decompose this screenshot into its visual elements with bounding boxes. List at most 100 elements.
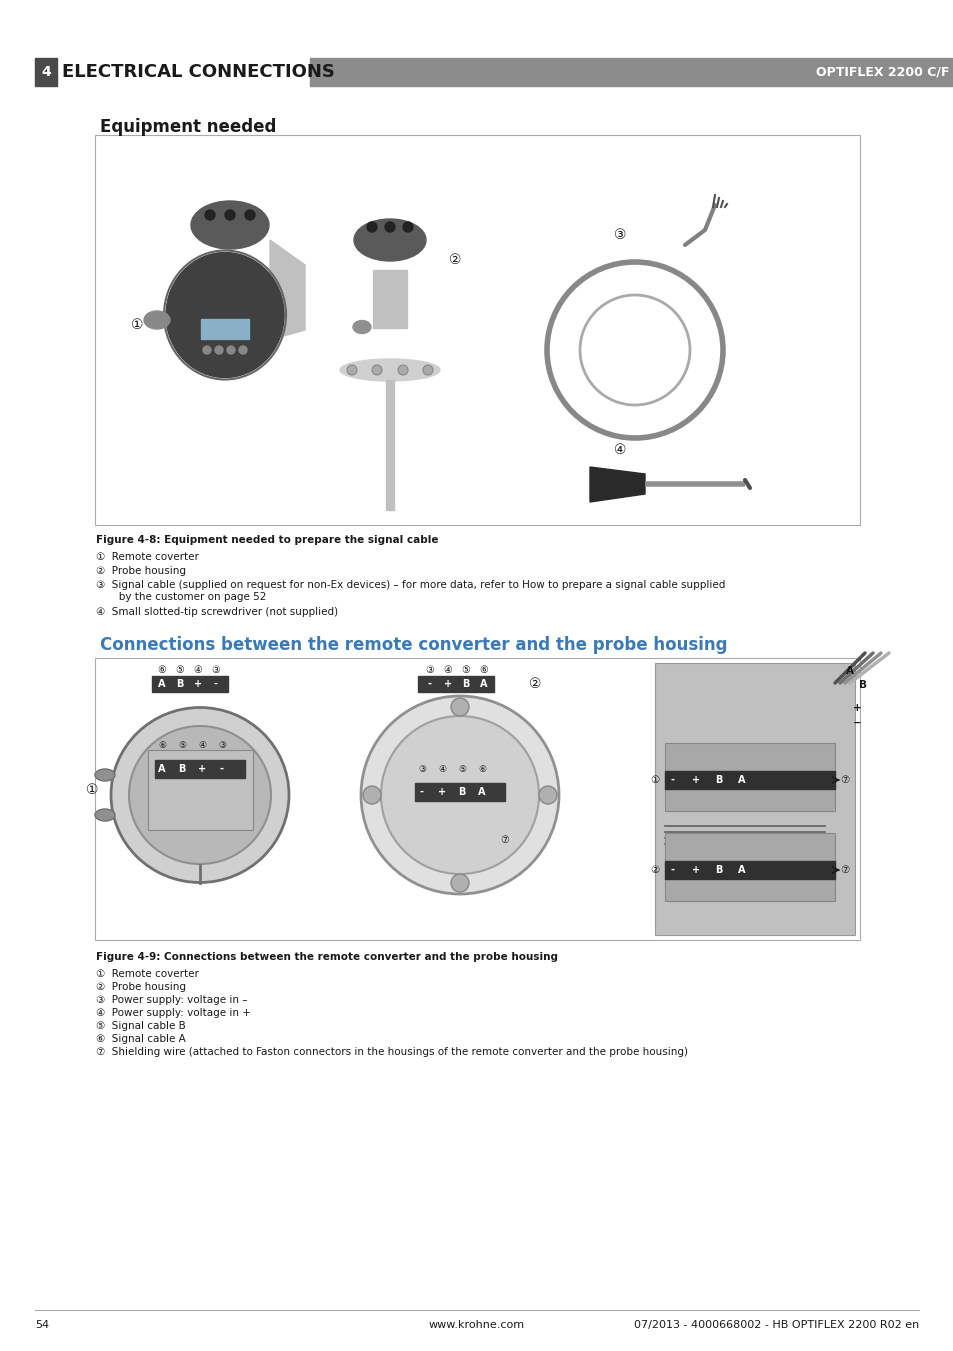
Text: ④: ④ [437,766,446,774]
Circle shape [367,222,376,232]
Text: ⑦  Shielding wire (attached to Faston connectors in the housings of the remote c: ⑦ Shielding wire (attached to Faston con… [96,1047,687,1056]
Ellipse shape [95,769,115,781]
Text: ③  Power supply: voltage in –: ③ Power supply: voltage in – [96,994,247,1005]
Ellipse shape [95,809,115,821]
Text: ④  Power supply: voltage in +: ④ Power supply: voltage in + [96,1008,251,1019]
Text: ⑤: ⑤ [457,766,466,774]
Text: A: A [845,666,853,676]
Ellipse shape [353,320,371,334]
Text: A: A [158,680,166,689]
Bar [201,319,249,339]
Text: 54: 54 [35,1320,49,1329]
Text: ELECTRICAL CONNECTIONS: ELECTRICAL CONNECTIONS [62,63,335,81]
Circle shape [225,209,234,220]
Bar [310,58,953,86]
Bar [386,380,394,509]
Text: ⑤: ⑤ [178,740,186,750]
Circle shape [214,346,223,354]
Text: +: + [852,703,861,713]
Bar [664,861,834,880]
Text: ⑤: ⑤ [175,665,184,676]
Bar [95,658,859,940]
Bar [35,58,57,86]
Bar [664,743,834,811]
Text: ⑥: ⑥ [157,665,166,676]
Text: ④  Small slotted-tip screwdriver (not supplied): ④ Small slotted-tip screwdriver (not sup… [96,607,337,617]
Text: 07/2013 - 4000668002 - HB OPTIFLEX 2200 R02 en: 07/2013 - 4000668002 - HB OPTIFLEX 2200 … [633,1320,918,1329]
Circle shape [372,365,381,376]
Ellipse shape [380,716,538,874]
Text: B: B [462,680,469,689]
Text: +: + [691,775,700,785]
Text: ⑥: ⑥ [477,766,485,774]
Circle shape [363,786,380,804]
Bar [154,761,245,778]
Text: ③: ③ [217,740,226,750]
Ellipse shape [360,696,558,894]
Text: ⑤: ⑤ [461,665,470,676]
Text: A: A [158,765,166,774]
Circle shape [385,222,395,232]
Text: A: A [738,865,745,875]
Ellipse shape [191,201,269,249]
Bar [148,750,253,830]
Text: B: B [715,775,722,785]
Bar [415,784,504,801]
Text: -: - [419,788,423,797]
Text: B: B [858,680,866,690]
Ellipse shape [354,219,426,261]
Text: ④: ④ [197,740,206,750]
Text: -: - [428,680,432,689]
Text: ⑥: ⑥ [158,740,166,750]
Text: ④: ④ [193,665,202,676]
Circle shape [347,365,356,376]
Text: ③: ③ [417,766,426,774]
Text: -: - [220,765,224,774]
Text: ①  Remote coverter: ① Remote coverter [96,969,198,979]
Bar [664,834,834,901]
Bar [95,135,859,526]
Text: ②  Probe housing: ② Probe housing [96,566,186,576]
Text: B: B [457,788,465,797]
Circle shape [205,209,214,220]
Polygon shape [589,467,644,503]
Text: +: + [437,788,446,797]
Text: ④: ④ [443,665,452,676]
Text: −: − [852,717,861,728]
Text: www.krohne.com: www.krohne.com [429,1320,524,1329]
Text: ①: ① [650,775,659,785]
Circle shape [239,346,247,354]
Ellipse shape [166,253,284,377]
Bar [373,270,407,328]
Text: B: B [176,680,184,689]
Circle shape [538,786,557,804]
Text: ③: ③ [425,665,434,676]
Text: A: A [738,775,745,785]
Text: B: B [178,765,186,774]
Text: ④: ④ [613,443,625,457]
Text: -: - [213,680,218,689]
Ellipse shape [129,725,271,865]
Text: -: - [670,865,675,875]
Text: ②: ② [528,677,540,690]
Ellipse shape [144,311,170,330]
Text: ②  Probe housing: ② Probe housing [96,982,186,992]
Ellipse shape [339,359,439,381]
Text: Figure 4-9: Connections between the remote converter and the probe housing: Figure 4-9: Connections between the remo… [96,952,558,962]
Circle shape [451,698,469,716]
Text: ③: ③ [613,228,625,242]
Text: A: A [477,788,485,797]
Text: ②: ② [650,865,659,875]
Ellipse shape [111,708,289,882]
Text: -: - [670,775,675,785]
Bar [655,663,854,935]
Text: ①: ① [86,784,98,797]
Text: +: + [193,680,202,689]
Text: Figure 4-8: Equipment needed to prepare the signal cable: Figure 4-8: Equipment needed to prepare … [96,535,438,544]
Text: ⑦: ⑦ [840,865,848,875]
Circle shape [451,874,469,892]
Circle shape [245,209,254,220]
Circle shape [203,346,211,354]
Circle shape [397,365,408,376]
Text: ③  Signal cable (supplied on request for non-Ex devices) – for more data, refer : ③ Signal cable (supplied on request for … [96,580,724,601]
